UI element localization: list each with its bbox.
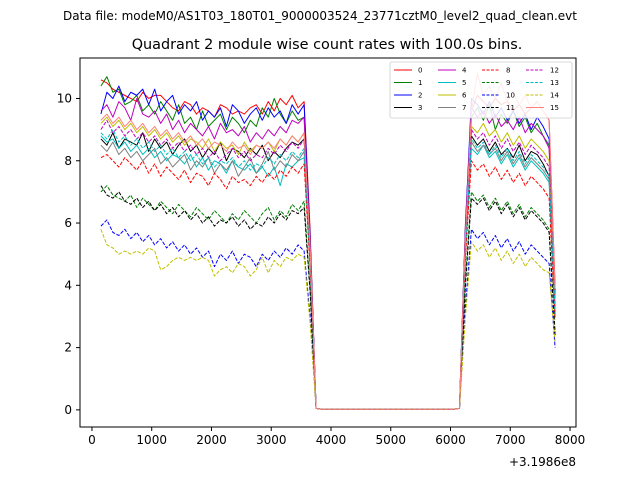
y-tick-label: 8 [64, 154, 72, 168]
legend-label: 12 [550, 67, 559, 75]
x-tick-label: 3000 [256, 433, 287, 447]
chart-filename: Data file: modeM0/AS1T03_180T01_90000035… [63, 9, 577, 23]
series-line-0 [100, 79, 556, 410]
x-tick-label: 4000 [316, 433, 347, 447]
series-layer [100, 73, 556, 410]
series-line-2 [100, 85, 556, 410]
x-tick-label: 2000 [196, 433, 227, 447]
series-line-15 [100, 73, 556, 410]
legend-label: 10 [506, 92, 515, 100]
x-offset-label: +3.1986e8 [509, 455, 576, 469]
y-tick-label: 10 [57, 91, 72, 105]
series-line-9 [100, 185, 556, 410]
series-line-10 [100, 219, 556, 410]
series-line-14 [100, 229, 556, 410]
legend-frame [389, 61, 573, 119]
x-tick-label: 7000 [495, 433, 526, 447]
legend-label: 8 [506, 67, 510, 75]
series-line-4 [100, 97, 556, 410]
y-tick-label: 2 [64, 341, 72, 355]
series-line-8 [100, 154, 556, 410]
chart-title: Quadrant 2 module wise count rates with … [132, 37, 523, 53]
series-line-7 [100, 141, 556, 410]
x-tick-label: 6000 [435, 433, 466, 447]
series-line-11 [100, 185, 556, 410]
legend-label: 4 [462, 67, 467, 75]
series-line-13 [100, 129, 556, 410]
legend-label: 13 [550, 79, 559, 87]
legend-label: 3 [418, 104, 422, 112]
legend-label: 2 [418, 92, 422, 100]
series-line-1 [100, 76, 556, 410]
series-line-5 [100, 135, 556, 410]
axis-layer: 0 1000 2000 3000 4000 5000 6000 7000 8000 0 2 4 6 8 10 [57, 91, 586, 447]
legend-label: 7 [462, 104, 466, 112]
legend-label: 11 [506, 104, 515, 112]
x-tick-label: 8000 [555, 433, 586, 447]
y-tick-label: 4 [64, 278, 72, 292]
plot-frame [79, 57, 577, 428]
legend-label: 0 [418, 67, 422, 75]
legend-label: 14 [550, 92, 559, 100]
legend-label: 6 [462, 92, 467, 100]
x-tick-label: 1000 [136, 433, 167, 447]
legend-label: 9 [506, 79, 510, 87]
series-line-3 [100, 132, 556, 410]
y-tick-label: 6 [64, 216, 72, 230]
x-tick-label: 0 [88, 433, 96, 447]
legend-label: 5 [462, 79, 466, 87]
legend-label: 1 [418, 79, 422, 87]
y-tick-label: 0 [64, 403, 72, 417]
x-tick-label: 5000 [375, 433, 406, 447]
legend-label: 15 [550, 104, 559, 112]
